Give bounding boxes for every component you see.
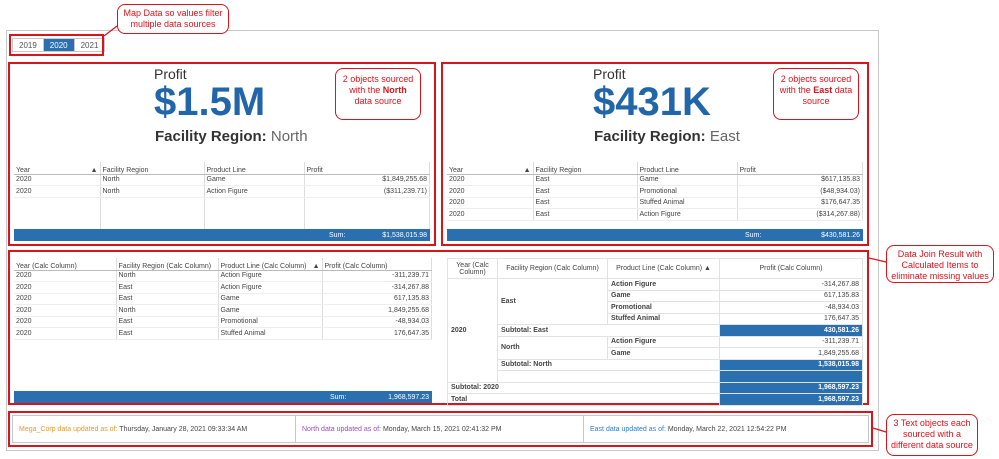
north-updated-value: Monday, March 15, 2021 02:41:32 PM <box>382 426 502 433</box>
table-row[interactable]: 2020 East Stuffed Animal 176,647.35 <box>14 327 432 340</box>
col-header-year[interactable]: Year (Calc Column) <box>447 258 498 279</box>
col-header-year[interactable]: Year ▲ <box>14 162 101 175</box>
callout-east: 2 objects sourced with the East data sou… <box>773 68 859 120</box>
north-region-text: Facility Region: North <box>155 128 308 145</box>
mega-corp-value: Thursday, January 28, 2021 09:33:34 AM <box>119 426 248 433</box>
north-kpi-value: $1.5M <box>154 80 266 124</box>
col-header-year[interactable]: Year (Calc Column) <box>14 258 117 271</box>
callout-north: 2 objects sourced with the North data so… <box>335 68 421 120</box>
east-region-text: Facility Region: East <box>594 128 740 145</box>
tab-year-2020[interactable]: 2020 <box>43 39 75 51</box>
col-header-year[interactable]: Year ▲ <box>447 162 534 175</box>
table-row[interactable]: 2020 East Game 617,135.83 <box>14 293 432 305</box>
col-header-product[interactable]: Product Line (Calc Column) ▲ <box>218 258 323 271</box>
callout-join: Data Join Result with Calculated Items t… <box>886 245 994 283</box>
col-header-profit[interactable]: Profit <box>304 162 430 175</box>
col-header-region[interactable]: Facility Region (Calc Column) <box>116 258 219 271</box>
subtotal-row: Subtotal: 2020 1,968,597.23 <box>447 381 863 394</box>
table-row[interactable]: 2020 East Promotional ($48,934.03) <box>447 185 863 198</box>
mega-corp-updated-text: Mega_Corp data updated as of: Thursday, … <box>12 415 296 443</box>
north-row-header: North <box>497 335 608 360</box>
year-tabs-highlight <box>9 34 104 56</box>
col-header-profit[interactable]: Profit (Calc Column) <box>322 258 432 271</box>
tab-year-2019[interactable]: 2019 <box>13 39 44 51</box>
subtotal-row: Subtotal: North 1,538,015.98 <box>448 358 863 371</box>
footer-highlight <box>8 411 873 447</box>
north-sum-bar: Sum: $1,538,015.98 <box>14 229 430 241</box>
east-panel-highlight <box>441 62 869 246</box>
col-header-region[interactable]: Facility Region <box>533 162 638 175</box>
join-sum-bar: Sum: 1,968,597.23 <box>14 391 432 403</box>
table-row[interactable]: 2020 East Stuffed Animal $176,647.35 <box>447 197 863 209</box>
col-header-profit[interactable]: Profit <box>737 162 863 175</box>
join-list-table: Year (Calc Column) Facility Region (Calc… <box>14 258 432 340</box>
table-row[interactable]: 2020 East Game $617,135.83 <box>447 174 863 186</box>
north-list-table: Year ▲ Facility Region Product Line Prof… <box>14 162 430 238</box>
north-panel-highlight <box>8 62 436 246</box>
subtotal-row: Subtotal: East 430,581.26 <box>448 324 863 337</box>
east-updated-label: East data updated as of: <box>590 426 666 433</box>
table-row[interactable]: 2020 East Promotional -48,934.03 <box>14 316 432 328</box>
north-updated-text: North data updated as of: Monday, March … <box>296 415 584 443</box>
east-kpi-title: Profit <box>593 66 626 82</box>
east-row-header: East <box>497 278 608 325</box>
table-row[interactable]: 2020 East Action Figure -314,267.88 <box>14 281 432 294</box>
col-header-product[interactable]: Product Line (Calc Column) ▲ <box>607 258 720 279</box>
east-updated-text: East data updated as of: Monday, March 2… <box>584 415 869 443</box>
table-row[interactable]: 2020 North Game 1,849,255.68 <box>14 304 432 317</box>
join-crosstab: Year (Calc Column) Facility Region (Calc… <box>447 258 863 406</box>
table-row[interactable]: 2020 North Action Figure -311,239.71 <box>14 270 432 282</box>
callout-text-objects: 3 Text objects each sourced with a diffe… <box>886 414 978 456</box>
join-section-highlight <box>8 250 869 405</box>
year-row-header: 2020 <box>447 278 498 383</box>
table-row[interactable]: 2020 North Action Figure ($311,239.71) <box>14 185 430 198</box>
east-updated-value: Monday, March 22, 2021 12:54:22 PM <box>667 426 787 433</box>
col-header-region[interactable]: Facility Region <box>100 162 205 175</box>
tab-year-2021[interactable]: 2021 <box>80 41 99 50</box>
total-row: Total 1,968,597.23 <box>447 393 863 406</box>
col-header-product[interactable]: Product Line <box>204 162 305 175</box>
east-kpi-value: $431K <box>593 80 711 124</box>
col-header-profit[interactable]: Profit (Calc Column) <box>719 258 863 279</box>
callout-map-data: Map Data so values filter multiple data … <box>117 4 229 34</box>
col-header-product[interactable]: Product Line <box>637 162 738 175</box>
col-header-region[interactable]: Facility Region (Calc Column) <box>497 258 608 279</box>
east-sum-bar: Sum: $430,581.26 <box>447 229 863 241</box>
table-row[interactable]: 2020 East Action Figure ($314,267.88) <box>447 208 863 221</box>
north-updated-label: North data updated as of: <box>302 426 381 433</box>
mega-corp-label: Mega_Corp data updated as of: <box>19 426 118 433</box>
year-button-bar: 2019 2020 2021 <box>12 38 106 52</box>
table-row[interactable]: 2020 North Game $1,849,255.68 <box>14 174 430 186</box>
north-kpi-title: Profit <box>154 66 187 82</box>
east-list-table: Year ▲ Facility Region Product Line Prof… <box>447 162 863 221</box>
